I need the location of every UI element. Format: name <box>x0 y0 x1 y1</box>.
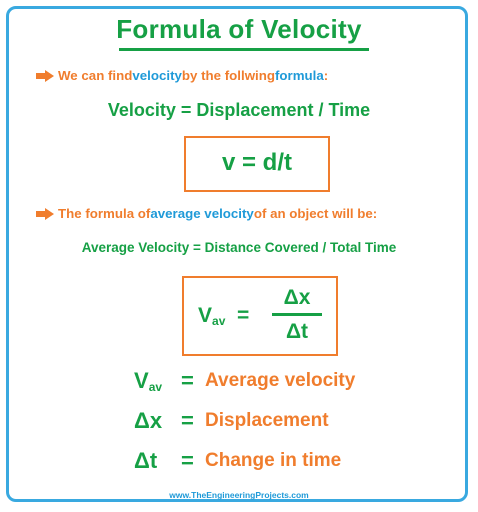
title-underline <box>119 48 369 51</box>
intro-text-3: : <box>323 68 329 83</box>
definition-meaning: Average velocity <box>205 370 356 391</box>
avg-formula-fraction: Δx Δt <box>272 286 322 344</box>
avg-intro-line: The formula of average velocity of an ob… <box>36 206 377 221</box>
avg-intro-text-2: of an object will be: <box>253 206 378 221</box>
velocity-formula: v = d/t <box>221 149 293 176</box>
definition-meaning: Change in time <box>205 450 342 471</box>
avg-intro-text-1: The formula of <box>58 206 151 221</box>
card-frame <box>6 6 468 502</box>
definition-equals: = <box>181 368 194 393</box>
intro-keyword-formula: formula <box>274 68 324 83</box>
intro-line: We can find velocity by the follwing for… <box>36 68 328 83</box>
arrow-right-icon <box>36 207 54 220</box>
definition-meaning: Displacement <box>205 410 329 431</box>
velocity-formula-box: v = d/t <box>184 136 330 192</box>
footer-url: www.TheEngineeringProjects.com <box>169 490 309 500</box>
definition-symbol: Δx <box>134 408 163 433</box>
arrow-right-icon <box>36 69 54 82</box>
word-formula: Velocity = Displacement / Time <box>107 100 371 120</box>
avg-formula-lhs: Vav = <box>198 304 250 328</box>
page-title: Formula of Velocity <box>116 14 362 44</box>
definition-symbol: Δt <box>134 448 158 473</box>
avg-intro-keyword: average velocity <box>150 206 254 221</box>
intro-keyword-velocity: velocity <box>132 68 182 83</box>
avg-formula-box: Vav = Δx Δt <box>182 276 338 356</box>
definition-symbol: Vav <box>134 368 163 394</box>
fraction-bar <box>272 313 322 316</box>
intro-text-1: We can find <box>58 68 133 83</box>
intro-text-2: by the follwing <box>181 68 275 83</box>
avg-word-formula: Average Velocity = Distance Covered / To… <box>81 240 397 255</box>
fraction-denominator: Δt <box>285 319 309 343</box>
fraction-numerator: Δx <box>283 286 311 309</box>
definition-equals: = <box>181 408 194 433</box>
definition-equals: = <box>181 448 194 473</box>
